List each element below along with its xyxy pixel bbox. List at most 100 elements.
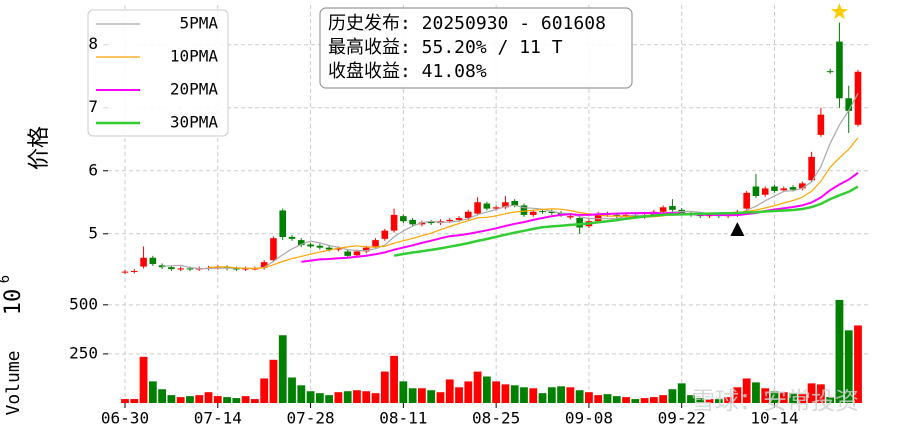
- volume-bar: [436, 392, 445, 403]
- candle-body: [465, 211, 472, 219]
- watermark: 雪球：安常投资: [691, 387, 859, 415]
- volume-bar: [612, 396, 621, 403]
- candle-body: [520, 205, 528, 215]
- ma-line: [208, 137, 859, 270]
- volume-bar: [148, 381, 157, 403]
- volume-bar: [603, 394, 612, 403]
- volume-tick-label: 500: [69, 294, 98, 313]
- candle-body: [446, 219, 454, 222]
- volume-bar: [798, 394, 807, 403]
- volume-bar: [418, 388, 426, 403]
- info-box: [319, 7, 633, 89]
- candle-body: [316, 245, 324, 248]
- volume-bar: [779, 392, 788, 403]
- volume-bar: [213, 396, 222, 403]
- candle-body: [288, 236, 296, 239]
- candle-body: [353, 251, 361, 256]
- volume-bar: [566, 387, 575, 403]
- x-tick-label: 10-14: [750, 409, 798, 428]
- volume-bar: [204, 392, 213, 403]
- candle-body: [140, 257, 147, 267]
- candle-body: [344, 251, 351, 256]
- ma-line: [393, 185, 859, 257]
- candle-body: [474, 202, 481, 214]
- candle-body: [390, 214, 398, 231]
- candle-body: [483, 203, 491, 209]
- volume-bar: [854, 325, 862, 403]
- volume-bar: [761, 388, 770, 403]
- volume-bar: [362, 391, 371, 403]
- candle-body: [177, 268, 184, 270]
- candle-body: [669, 206, 676, 210]
- volume-bar: [668, 389, 677, 403]
- volume-bar: [649, 397, 658, 403]
- y-tick-label: 7: [88, 97, 98, 116]
- volume-bar: [353, 390, 361, 403]
- volume-bar: [835, 299, 844, 403]
- candle-body: [752, 186, 760, 196]
- volume-bar: [455, 387, 463, 403]
- candle-body: [409, 219, 416, 225]
- volume-bar: [195, 395, 204, 403]
- volume-bar: [557, 386, 565, 403]
- y-tick-label: 5: [88, 223, 98, 242]
- volume-bar: [789, 393, 797, 403]
- candle-body: [808, 156, 815, 181]
- volume-bar: [288, 377, 296, 403]
- marker-star: [830, 2, 848, 20]
- volume-bar: [677, 383, 686, 403]
- volume-bar: [427, 390, 436, 403]
- volume-bar: [343, 391, 352, 403]
- volume-bar: [696, 398, 705, 403]
- volume-bar: [640, 398, 649, 403]
- candle-body: [771, 186, 778, 191]
- volume-bar: [464, 381, 473, 403]
- candle-body: [186, 268, 194, 270]
- candle-body: [502, 202, 509, 208]
- volume-bar: [121, 399, 129, 403]
- info-line: 收盘收益: 41.08%: [328, 61, 487, 82]
- candle-body: [492, 207, 500, 209]
- candle-body: [455, 218, 463, 220]
- marks: [121, 2, 862, 403]
- volume-bar: [687, 395, 695, 403]
- candle-body: [168, 267, 175, 270]
- volume-bar: [575, 390, 584, 403]
- volume-bar: [547, 387, 556, 403]
- volume-bar: [306, 391, 315, 403]
- volume-bar: [186, 396, 194, 403]
- volume-bar: [714, 399, 723, 403]
- volume-bar: [752, 382, 760, 403]
- volume-bar: [492, 381, 501, 403]
- volume-bar: [260, 378, 269, 403]
- volume-bar: [501, 384, 510, 403]
- volume-bar: [622, 397, 630, 403]
- volume-bar: [807, 383, 816, 403]
- candle-body: [307, 244, 314, 247]
- volume-bar: [223, 397, 231, 403]
- candle-body: [854, 71, 862, 125]
- volume-bar: [250, 399, 259, 403]
- candle-body: [362, 247, 370, 252]
- candle-body: [594, 213, 602, 222]
- volume-bar: [158, 389, 167, 403]
- candle-body: [325, 247, 333, 250]
- volume-bar: [269, 359, 278, 403]
- volume-bar: [724, 397, 733, 403]
- volume-bar: [826, 397, 835, 403]
- volume-bar: [278, 335, 287, 403]
- volume-bar: [232, 398, 241, 403]
- volume-bar: [659, 395, 668, 403]
- volume-bar: [510, 385, 519, 403]
- volume-bar: [445, 379, 454, 403]
- candle-body: [260, 262, 268, 268]
- volume-bar: [130, 399, 139, 403]
- candle-body: [335, 248, 342, 250]
- volume-bar: [520, 387, 528, 403]
- volume-bar: [241, 396, 250, 403]
- x-tick-label: 08-25: [472, 409, 520, 428]
- volume-bar: [399, 381, 408, 403]
- candle-body: [576, 218, 583, 228]
- candle-body: [130, 270, 138, 272]
